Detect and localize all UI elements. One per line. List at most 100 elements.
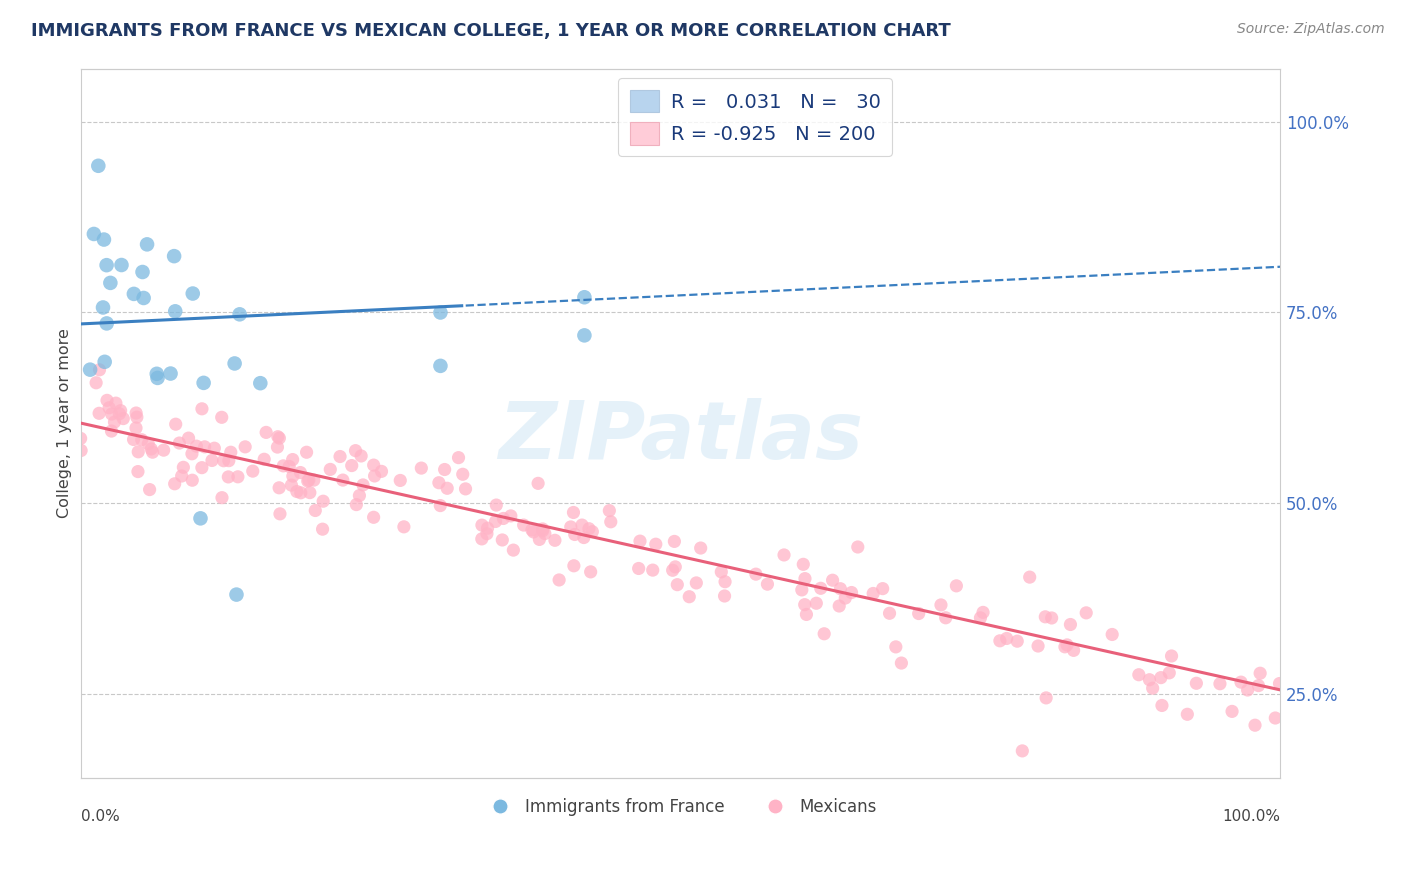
Point <box>644 537 666 551</box>
Point <box>242 464 264 478</box>
Point <box>544 533 567 548</box>
Point <box>389 474 412 488</box>
Point <box>253 452 276 467</box>
Point <box>352 478 374 492</box>
Point <box>830 582 852 596</box>
Point <box>485 498 508 512</box>
Point <box>302 473 325 487</box>
Point <box>1175 707 1198 722</box>
Point <box>142 445 165 459</box>
Point <box>249 376 271 391</box>
Point <box>1059 617 1081 632</box>
Point <box>890 656 912 670</box>
Text: 100.0%: 100.0% <box>1222 809 1281 824</box>
Point <box>271 458 294 473</box>
Point <box>935 611 957 625</box>
Point <box>492 511 515 525</box>
Point <box>1185 676 1208 690</box>
Point <box>225 588 247 602</box>
Point <box>1150 698 1173 713</box>
Point <box>177 431 200 445</box>
Point <box>1005 634 1028 648</box>
Point <box>145 367 167 381</box>
Point <box>83 227 105 241</box>
Point <box>281 469 304 483</box>
Point <box>100 424 122 438</box>
Point <box>96 258 118 272</box>
Point <box>191 401 214 416</box>
Point <box>332 473 354 487</box>
Point <box>578 522 600 536</box>
Point <box>350 449 373 463</box>
Point <box>98 401 121 415</box>
Point <box>714 574 737 589</box>
Point <box>110 258 132 272</box>
Point <box>599 515 621 529</box>
Point <box>436 481 458 495</box>
Point <box>529 533 551 547</box>
Point <box>794 572 817 586</box>
Point <box>125 406 148 420</box>
Point <box>756 577 779 591</box>
Y-axis label: College, 1 year or more: College, 1 year or more <box>58 328 72 518</box>
Point <box>929 598 952 612</box>
Point <box>1053 640 1076 654</box>
Point <box>411 461 433 475</box>
Point <box>433 462 456 476</box>
Point <box>574 328 596 343</box>
Point <box>1159 665 1181 680</box>
Point <box>319 462 342 476</box>
Point <box>988 633 1011 648</box>
Point <box>1128 667 1150 681</box>
Point <box>285 484 308 499</box>
Point <box>163 249 186 263</box>
Point <box>846 540 869 554</box>
Point <box>267 430 290 444</box>
Point <box>710 565 733 579</box>
Point <box>280 478 302 492</box>
Point <box>96 317 118 331</box>
Point <box>281 452 304 467</box>
Point <box>254 425 277 440</box>
Point <box>211 410 233 425</box>
Point <box>278 459 301 474</box>
Point <box>138 483 160 497</box>
Point <box>304 503 326 517</box>
Point <box>499 508 522 523</box>
Point <box>70 443 93 458</box>
Point <box>477 521 499 535</box>
Point <box>170 469 193 483</box>
Point <box>1142 681 1164 696</box>
Point <box>773 548 796 562</box>
Point <box>562 558 585 573</box>
Point <box>103 415 125 429</box>
Point <box>181 286 204 301</box>
Point <box>1160 648 1182 663</box>
Point <box>678 590 700 604</box>
Point <box>1033 610 1056 624</box>
Point <box>471 518 494 533</box>
Point <box>363 458 385 472</box>
Point <box>685 576 707 591</box>
Point <box>527 476 550 491</box>
Point <box>163 476 186 491</box>
Point <box>122 286 145 301</box>
Point <box>131 433 153 447</box>
Point <box>828 599 851 613</box>
Point <box>125 410 148 425</box>
Point <box>564 527 586 541</box>
Point <box>141 442 163 456</box>
Point <box>572 531 595 545</box>
Point <box>79 362 101 376</box>
Point <box>713 589 735 603</box>
Point <box>89 363 111 377</box>
Point <box>1063 643 1085 657</box>
Point <box>447 450 470 465</box>
Text: 0.0%: 0.0% <box>80 809 120 824</box>
Point <box>429 305 451 319</box>
Point <box>93 355 115 369</box>
Point <box>512 518 534 533</box>
Point <box>190 511 212 525</box>
Point <box>172 460 194 475</box>
Point <box>69 431 91 445</box>
